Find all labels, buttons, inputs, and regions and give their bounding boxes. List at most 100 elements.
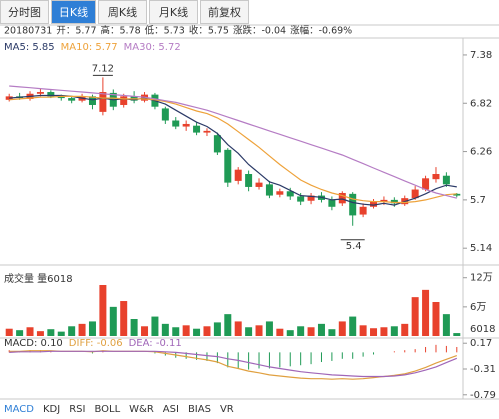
indicator-tab[interactable]: VR [220,404,234,415]
macd-line [9,350,458,378]
indicator-tab[interactable]: BOLL [94,404,120,415]
tab[interactable] [149,0,198,24]
candle-body [161,108,169,121]
indicator-tab[interactable]: MACD [4,404,34,415]
legend-entry: MA5: 5.85 [4,42,55,53]
indicator-tab[interactable]: W&R [129,404,154,415]
y-tick-label: 0.17 [470,338,492,349]
y-tick-label: 12万 [470,273,493,284]
candle-body [203,130,211,133]
y-tick-label: 7.38 [470,50,492,61]
candle-body [255,182,263,187]
tab[interactable] [0,0,49,24]
volume-bar [16,330,24,336]
candle-body [359,206,367,215]
volume-bar [78,323,86,336]
legend-entry: DIFF: -0.06 [69,338,123,349]
candle-body [338,192,346,204]
candle-body [57,96,65,99]
candle-body [380,199,388,202]
volume-bar [161,323,169,336]
volume-bar [99,285,107,336]
volume-bar [255,325,263,336]
indicator-tab[interactable]: ASI [163,404,179,415]
indicator-tab[interactable]: BIAS [188,404,211,415]
candle-body [390,199,398,204]
y-tick-label: -0.31 [470,364,496,375]
candle-body [442,175,450,185]
annotation: 5.4 [346,241,362,252]
tab[interactable] [98,0,147,24]
candle-body [172,120,180,127]
volume-bar [349,316,357,336]
candle-body [193,125,201,133]
volume-bar [307,327,315,336]
candle-body [47,92,55,97]
y-tick-label: -0.79 [470,390,496,401]
candle-body [245,174,253,187]
candle-body [36,92,44,94]
candle-body [307,195,315,201]
volume-bar [328,329,336,336]
y-tick-label: 5.14 [470,243,492,254]
volume-bar [26,327,34,336]
info-field: 20180731 [4,26,52,37]
volume-bar [172,327,180,336]
y-tick-label: 5.7 [470,195,486,206]
legend-entry: MACD: 0.10 [4,338,63,349]
indicator-tab[interactable]: KDJ [43,404,60,415]
candle-body [224,149,232,183]
volume-bar [245,327,253,336]
volume-bar [401,323,409,336]
volume-bar [234,321,242,336]
volume-bar [109,306,117,336]
volume-bar [276,328,284,336]
candle-body [88,96,96,105]
volume-bar [390,326,398,336]
volume-bar [88,321,96,336]
volume-bar [213,322,221,336]
tab-label[interactable]: 分时图 [8,6,41,19]
indicator-tab[interactable]: RSI [69,404,85,415]
tab-label[interactable]: 前复权 [208,5,241,19]
candle-body [265,184,273,196]
tab-label[interactable]: 日K线 [59,5,88,19]
current-volume: 6018 [470,324,495,335]
panel-title: 成交量 量6018 [4,272,73,285]
candle-body [276,191,284,195]
tab-label[interactable]: 周K线 [108,5,137,19]
volume-bar [57,331,65,336]
candle-body [453,193,461,196]
info-field: 低：5.73 [145,25,185,37]
candle-body [432,174,440,180]
y-tick-label: 6万 [470,302,486,313]
volume-bar [151,316,159,336]
candle-body [286,191,294,197]
volume-bar [317,323,325,336]
volume-bar [36,331,44,336]
volume-bar [130,319,138,336]
ma-line [9,85,457,199]
info-field: 涨幅：-0.69% [290,25,352,37]
volume-bar [224,314,232,336]
candle-body [422,178,430,190]
info-field: 收：5.75 [189,25,229,37]
tab[interactable] [51,0,96,24]
legend-entry: MA30: 5.72 [124,42,181,53]
volume-bar [120,301,128,336]
candle-body [411,189,419,199]
candle-body [213,135,221,153]
volume-bar [68,326,76,336]
legend-entry: MA10: 5.77 [61,42,118,53]
candle-body [234,169,242,181]
volume-bar [432,302,440,336]
y-tick-label: 6.26 [470,147,492,158]
tab[interactable] [200,0,249,24]
tab-label[interactable]: 月K线 [159,5,188,19]
annotation: 7.12 [92,63,114,74]
ma-line [9,94,457,206]
volume-bar [141,326,149,336]
ma-line [9,95,457,204]
volume-bar [5,328,13,336]
